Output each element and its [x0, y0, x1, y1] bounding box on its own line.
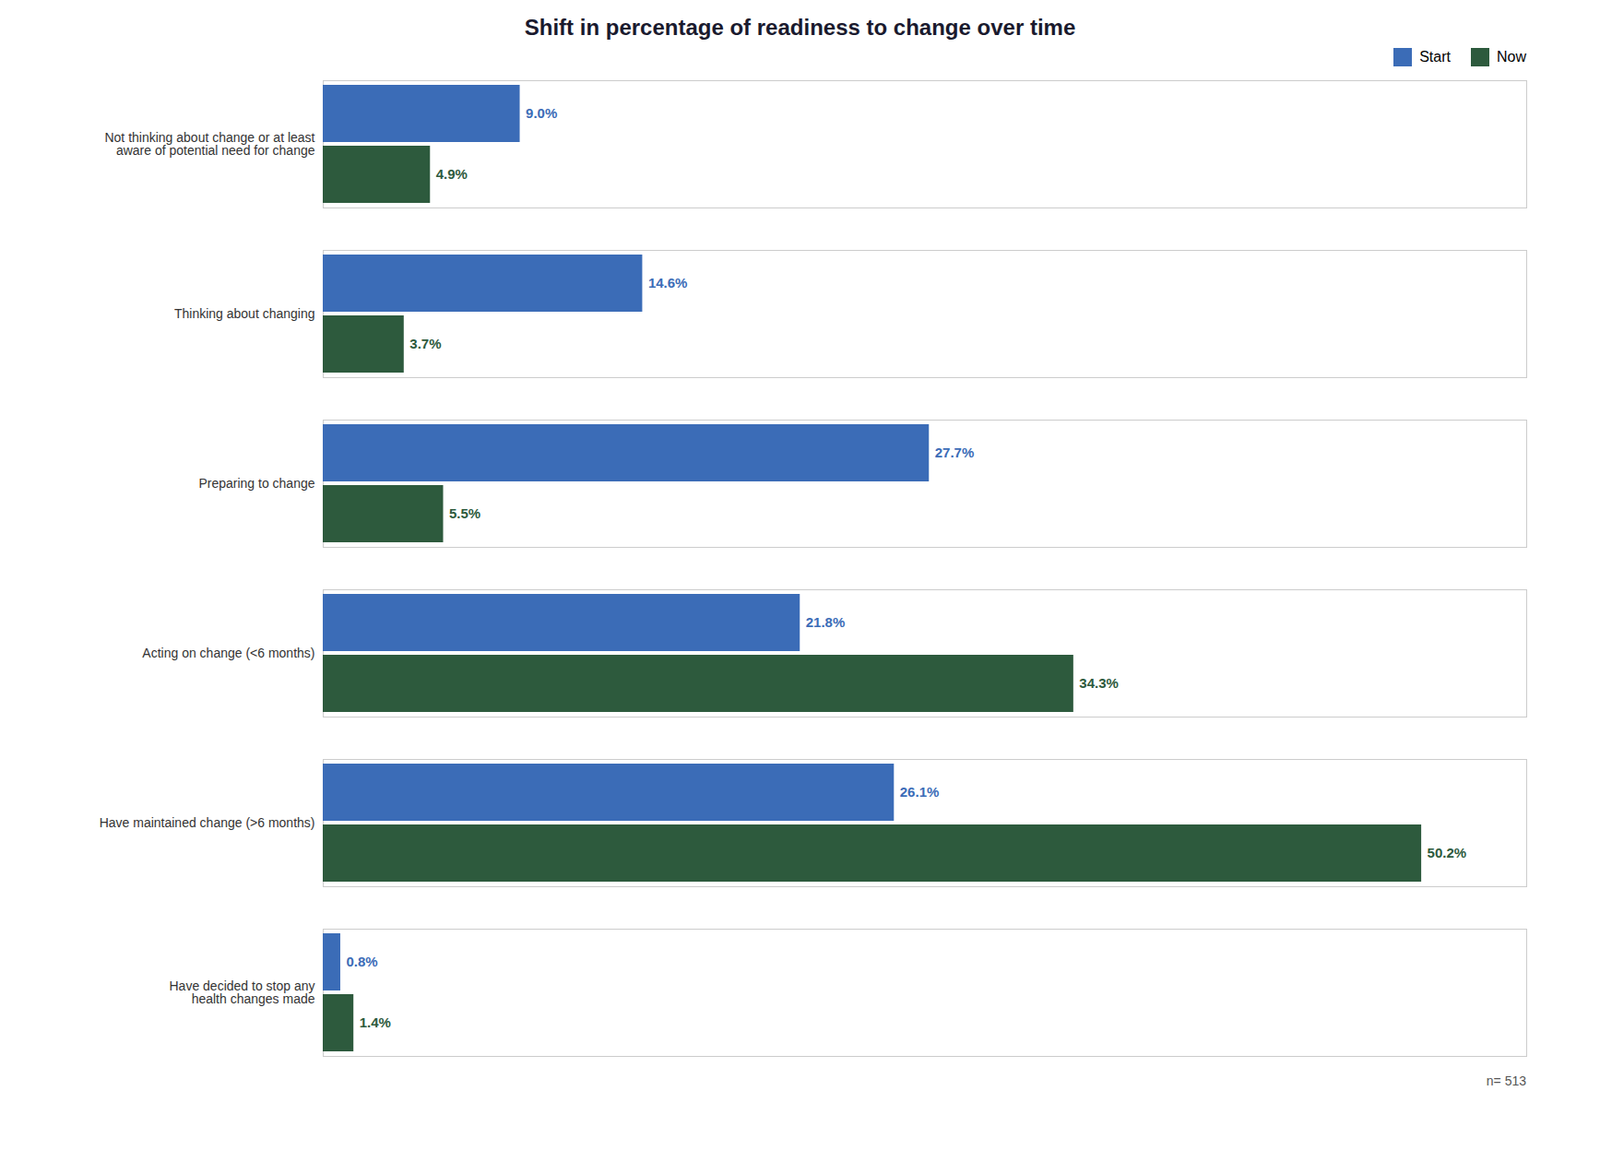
- svg-text:Not thinking about change or a: Not thinking about change or at leastawa…: [104, 130, 315, 158]
- html-text:Start: Start: [1419, 48, 1451, 65]
- svg-text:Have decided to stop anyhealth: Have decided to stop anyhealth changes m…: [169, 978, 316, 1007]
- svg-text:0.8%: 0.8%: [345, 953, 378, 970]
- svg-text:5.5%: 5.5%: [449, 505, 481, 522]
- svg-text:Preparing to change: Preparing to change: [198, 475, 315, 491]
- svg-text:3.7%: 3.7%: [409, 335, 441, 352]
- svg-text:34.3%: 34.3%: [1078, 675, 1119, 691]
- svg-text:Acting on change (<6 months): Acting on change (<6 months): [142, 645, 315, 661]
- svg-text:50.2%: 50.2%: [1427, 844, 1468, 861]
- svg-text:Thinking about changing: Thinking about changing: [174, 306, 316, 321]
- svg-text:14.6%: 14.6%: [648, 274, 688, 291]
- svg-text:27.7%: 27.7%: [935, 444, 975, 461]
- svg-text:4.9%: 4.9%: [436, 165, 468, 182]
- svg-text:21.8%: 21.8%: [805, 614, 846, 630]
- html-text:n= 513: n= 513: [1486, 1073, 1527, 1089]
- html-text:Now: Now: [1496, 48, 1527, 65]
- svg-text:26.1%: 26.1%: [900, 783, 940, 800]
- svg-text:1.4%: 1.4%: [359, 1014, 392, 1031]
- svg-text:9.0%: 9.0%: [525, 105, 558, 121]
- html-text:Shift in percentage of readine: Shift in percentage of readiness to chan…: [524, 14, 1076, 40]
- svg-text:Have maintained change (>6 mon: Have maintained change (>6 months): [99, 815, 316, 830]
